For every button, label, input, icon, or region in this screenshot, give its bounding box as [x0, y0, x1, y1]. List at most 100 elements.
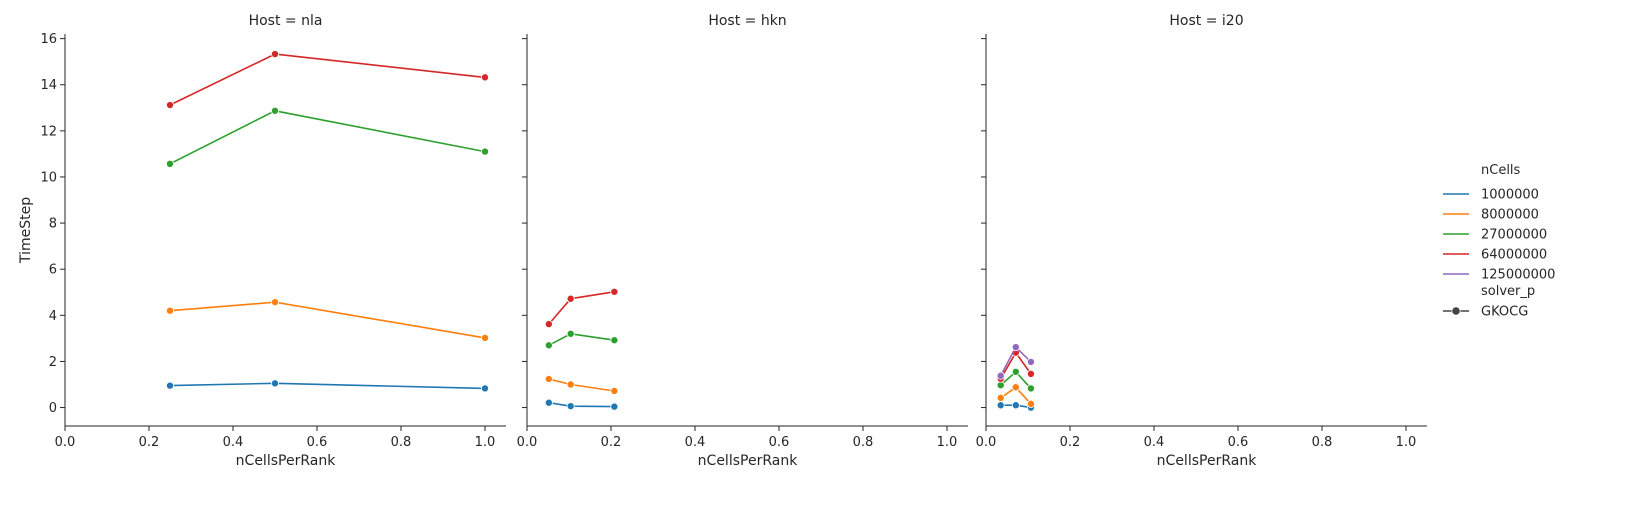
x-tick-label: 0.8	[853, 435, 874, 450]
y-tick-label: 16	[40, 32, 57, 47]
data-point	[270, 106, 279, 115]
data-point	[544, 374, 553, 383]
data-point	[165, 381, 174, 390]
legend-entry-label: 27000000	[1481, 228, 1547, 243]
data-point	[1026, 369, 1035, 378]
data-point	[610, 402, 619, 411]
data-point	[480, 73, 489, 82]
data-point	[1011, 401, 1020, 410]
data-point	[270, 379, 279, 388]
data-point	[1011, 383, 1020, 392]
x-axis-label: nCellsPerRank	[1157, 453, 1258, 469]
x-tick-label: 0.4	[685, 435, 706, 450]
data-point	[544, 398, 553, 407]
x-axis-label: nCellsPerRank	[236, 453, 337, 469]
panels-layer: Host = nla 0.0 0.2 0.4 0.6 0.8 1.0 0 2 4 6 8 10 12 14 1…	[18, 13, 1427, 469]
data-point	[996, 401, 1005, 410]
y-tick-label: 4	[49, 309, 57, 324]
y-tick-label: 0	[49, 401, 57, 416]
y-tick-label: 2	[49, 355, 57, 370]
data-point	[544, 341, 553, 350]
series-line	[169, 110, 486, 165]
series-line	[547, 401, 616, 408]
x-tick-label: 0.0	[976, 435, 997, 450]
legend-entry-label: 8000000	[1481, 208, 1539, 223]
y-tick-label: 10	[40, 170, 57, 185]
facet-panel-1: Host = hkn 0.0 0.2 0.4 0.6 0.8 1.0 nCellsPerRan…	[517, 13, 968, 469]
series-8000000	[544, 374, 619, 395]
legend-entry-label: 1000000	[1481, 188, 1539, 203]
x-tick-label: 0.2	[1060, 435, 1081, 450]
series-64000000	[544, 287, 619, 329]
facet-panel-2: Host = i20 0.0 0.2 0.4 0.6 0.8 1.0 nCellsPerRan…	[976, 13, 1427, 469]
data-point	[1026, 399, 1035, 408]
data-point	[996, 393, 1005, 402]
series-8000000	[996, 383, 1035, 408]
series-27000000	[544, 329, 619, 350]
data-point	[1011, 343, 1020, 352]
data-point	[1026, 357, 1035, 366]
x-tick-label: 0.8	[1312, 435, 1333, 450]
data-point	[566, 380, 575, 389]
data-point	[1026, 384, 1035, 393]
x-tick-label: 1.0	[475, 435, 496, 450]
legend-entry-label: 125000000	[1481, 268, 1555, 283]
series-line	[169, 382, 486, 390]
panel-title: Host = nla	[249, 13, 323, 29]
x-axis-label: nCellsPerRank	[698, 453, 799, 469]
panel-title: Host = hkn	[708, 13, 786, 29]
x-tick-label: 0.6	[1228, 435, 1249, 450]
data-point	[270, 298, 279, 307]
data-point	[566, 294, 575, 303]
legend-style-marker	[1451, 306, 1461, 316]
x-tick-label: 0.0	[55, 435, 76, 450]
data-point	[610, 336, 619, 345]
data-point	[480, 333, 489, 342]
y-tick-label: 12	[40, 124, 57, 139]
series-line	[547, 332, 616, 347]
series-1000000	[544, 398, 619, 411]
data-point	[480, 384, 489, 393]
x-tick-label: 0.6	[307, 435, 328, 450]
legend-entry-label: 64000000	[1481, 248, 1547, 263]
data-point	[566, 329, 575, 338]
panel-title: Host = i20	[1169, 13, 1243, 29]
data-point	[480, 147, 489, 156]
y-tick-label: 14	[40, 78, 57, 93]
series-line	[169, 301, 486, 339]
series-line	[547, 290, 616, 325]
data-point	[544, 320, 553, 329]
y-axis-label: TimeStep	[18, 197, 34, 264]
data-point	[270, 50, 279, 59]
y-tick-label: 6	[49, 263, 57, 278]
data-point	[610, 287, 619, 296]
series-8000000	[165, 298, 489, 342]
x-tick-label: 0.2	[139, 435, 160, 450]
data-point	[566, 402, 575, 411]
data-point	[996, 371, 1005, 380]
x-tick-label: 0.8	[391, 435, 412, 450]
legend-hue-title: nCells	[1481, 163, 1521, 178]
series-1000000	[165, 379, 489, 393]
y-tick-label: 8	[49, 217, 57, 232]
series-64000000	[165, 50, 489, 110]
facet-panel-0: Host = nla 0.0 0.2 0.4 0.6 0.8 1.0 0 2 4 6 8 10 12 14 1…	[18, 13, 506, 469]
legend: nCells 1000000 8000000 27000000 64000000 1250…	[1443, 163, 1555, 320]
x-tick-label: 1.0	[1396, 435, 1417, 450]
legend-style-entry-label: GKOCG	[1481, 305, 1528, 320]
legend-style-title: solver_p	[1481, 284, 1535, 299]
data-point	[165, 306, 174, 315]
x-tick-label: 0.4	[1144, 435, 1165, 450]
series-125000000	[996, 343, 1035, 380]
x-tick-label: 0.4	[223, 435, 244, 450]
data-point	[1011, 367, 1020, 376]
series-27000000	[165, 106, 489, 168]
data-point	[165, 101, 174, 110]
x-tick-label: 1.0	[937, 435, 958, 450]
series-line	[169, 53, 486, 106]
data-point	[610, 386, 619, 395]
series-line	[547, 378, 616, 392]
x-tick-label: 0.6	[769, 435, 790, 450]
